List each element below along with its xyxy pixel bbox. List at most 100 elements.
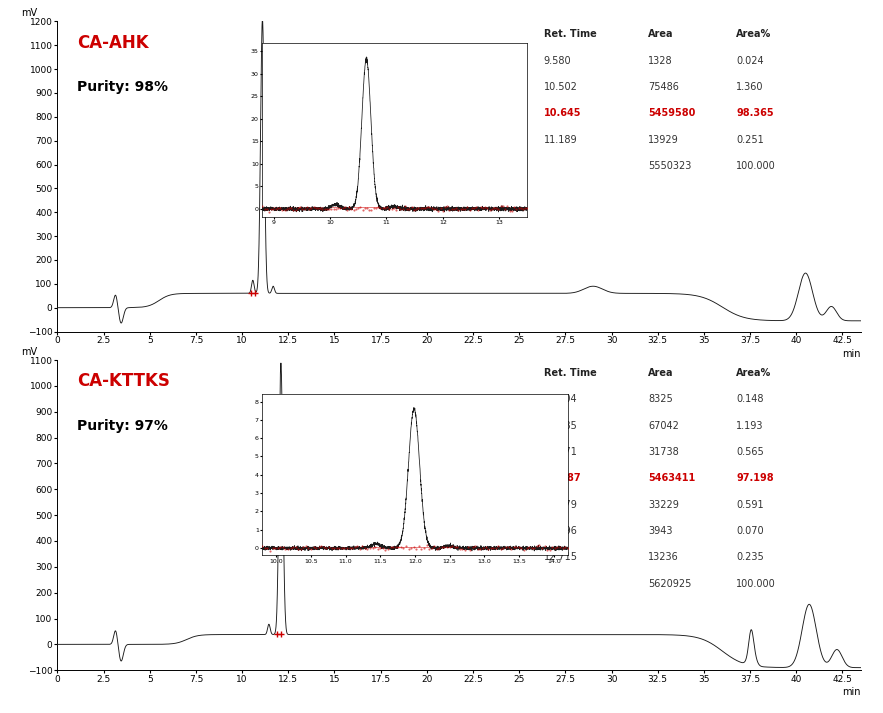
Point — [260, 203, 274, 215]
Point — [315, 203, 329, 215]
Point — [322, 541, 336, 553]
Text: 13929: 13929 — [648, 135, 679, 145]
Text: Area: Area — [648, 29, 674, 39]
Point — [345, 542, 359, 553]
Point — [520, 202, 534, 214]
Text: 0.251: 0.251 — [736, 135, 764, 145]
Point — [472, 205, 486, 216]
Point — [505, 205, 519, 217]
Point — [360, 202, 374, 214]
Point — [313, 202, 328, 213]
Text: 98.365: 98.365 — [736, 108, 774, 118]
Point — [427, 540, 442, 552]
Text: 0.024: 0.024 — [736, 56, 764, 66]
Text: 12.179: 12.179 — [544, 500, 577, 510]
Point — [441, 200, 455, 212]
Point — [293, 201, 307, 212]
Point — [298, 204, 312, 215]
Point — [547, 543, 562, 554]
Text: 11.771: 11.771 — [544, 447, 577, 457]
Point — [284, 202, 298, 213]
Point — [463, 544, 477, 555]
Point — [381, 543, 395, 555]
Point — [320, 203, 334, 215]
Point — [487, 543, 501, 554]
Point — [351, 540, 365, 552]
Text: 3943: 3943 — [648, 526, 673, 536]
Point — [476, 543, 490, 554]
Point — [530, 540, 544, 551]
Text: 5463411: 5463411 — [648, 473, 695, 483]
Text: 10.645: 10.645 — [544, 108, 581, 118]
Point — [394, 542, 408, 553]
Point — [360, 543, 374, 555]
Point — [440, 541, 454, 553]
Point — [454, 203, 468, 215]
Point — [353, 202, 367, 213]
Point — [527, 542, 541, 553]
Point — [286, 205, 300, 216]
Point — [402, 543, 416, 555]
Point — [365, 204, 379, 215]
Point — [463, 204, 477, 215]
Point — [517, 544, 531, 555]
Point — [449, 202, 464, 213]
Point — [447, 203, 461, 215]
Text: CA-KTTKS: CA-KTTKS — [78, 372, 170, 391]
Point — [464, 202, 479, 214]
Point — [411, 202, 426, 214]
Point — [543, 544, 557, 555]
Point — [255, 540, 269, 552]
Point — [478, 202, 492, 213]
Point — [507, 202, 521, 213]
Point — [301, 542, 315, 553]
Point — [262, 206, 276, 217]
Point — [467, 202, 481, 214]
Point — [358, 202, 372, 214]
Point — [325, 543, 339, 554]
Point — [351, 202, 366, 214]
Point — [331, 202, 345, 214]
Point — [398, 200, 412, 212]
Text: min: min — [842, 349, 861, 359]
Point — [525, 542, 539, 553]
Point — [309, 202, 323, 213]
Point — [482, 205, 496, 216]
Point — [561, 542, 575, 553]
Point — [403, 203, 417, 215]
Point — [456, 203, 470, 215]
Point — [479, 541, 493, 553]
Point — [366, 202, 381, 213]
Point — [522, 541, 536, 553]
Text: 11.485: 11.485 — [544, 421, 577, 431]
Point — [396, 542, 411, 553]
Point — [485, 203, 499, 215]
Text: 5459580: 5459580 — [648, 108, 696, 118]
Point — [332, 543, 346, 554]
Point — [281, 543, 295, 555]
Point — [289, 204, 303, 215]
Point — [471, 543, 485, 555]
Point — [501, 200, 515, 212]
Point — [442, 204, 457, 215]
Text: Area%: Area% — [736, 368, 772, 378]
Point — [260, 543, 275, 554]
Point — [535, 542, 549, 553]
Point — [302, 203, 316, 215]
Point — [389, 205, 403, 216]
Text: 12.296: 12.296 — [544, 526, 577, 536]
Point — [438, 202, 452, 213]
Point — [555, 542, 570, 553]
Point — [273, 542, 287, 553]
Point — [314, 540, 328, 552]
Text: 0.565: 0.565 — [736, 447, 764, 457]
Point — [280, 203, 294, 215]
Point — [268, 543, 283, 554]
Point — [291, 543, 306, 555]
Point — [498, 202, 512, 214]
Point — [336, 202, 350, 214]
Point — [414, 543, 428, 554]
Text: mV: mV — [21, 9, 37, 19]
Point — [492, 203, 506, 215]
Point — [434, 541, 449, 553]
